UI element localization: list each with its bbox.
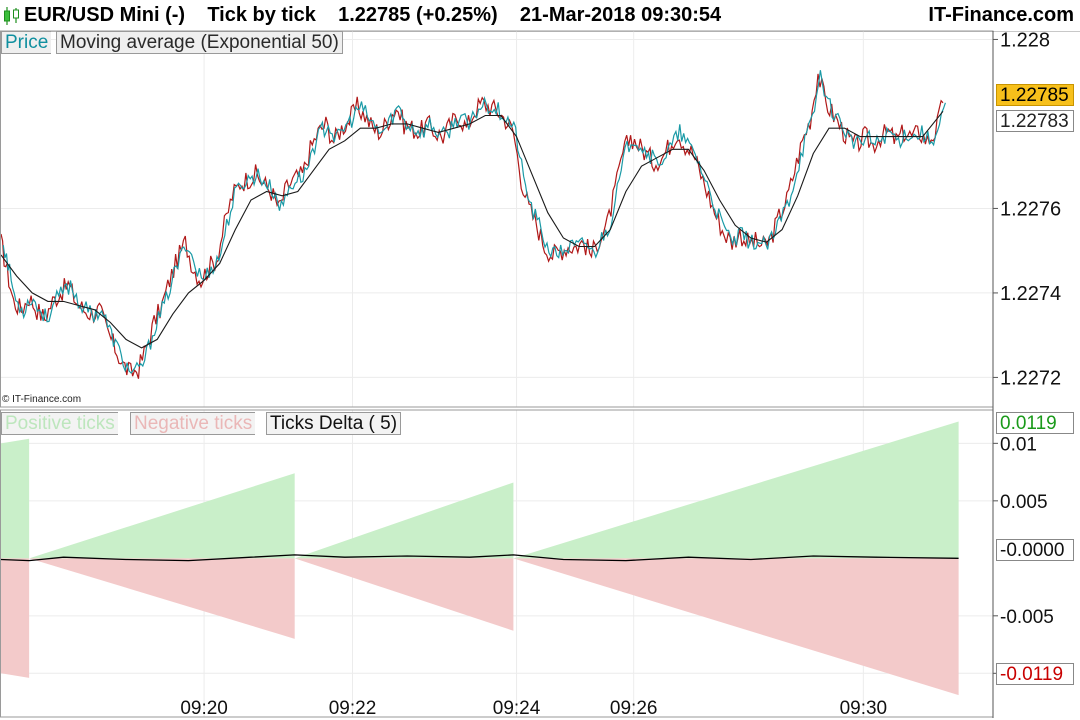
moving-average-tag: 1.22783	[996, 110, 1074, 132]
series-layer	[0, 70, 959, 562]
negative-ticks-area	[1, 558, 30, 678]
negative-ticks-area	[294, 558, 514, 631]
brand-name: IT-Finance.com	[928, 4, 1074, 26]
delta-zero-tag: -0.0000	[996, 539, 1074, 561]
positive-ticks-area	[294, 482, 514, 559]
y-tick-label: 0.01	[1000, 434, 1037, 455]
moving-average-line	[0, 110, 944, 349]
positive-ticks-area	[29, 473, 295, 559]
watermark: © IT-Finance.com	[2, 394, 82, 405]
x-tick-label: 09:24	[493, 698, 541, 719]
negative-ticks-area	[513, 558, 959, 696]
x-tick-label: 09:20	[180, 698, 228, 719]
positive-ticks-area	[513, 421, 959, 559]
negative-ticks-area	[29, 558, 295, 639]
legend-positive-ticks[interactable]: Positive ticks	[1, 412, 118, 435]
y-tick-label: 1.2276	[1000, 198, 1061, 220]
legend-ticks-delta[interactable]: Ticks Delta ( 5)	[266, 412, 402, 435]
x-tick-label: 09:22	[329, 698, 377, 719]
last-price-tag: 1.22785	[996, 84, 1074, 106]
axis-labels: 09:20 09:22 09:24 09:26 09:30 1.228 1.2276 1.22…	[180, 29, 1061, 719]
x-tick-label: 09:26	[610, 698, 658, 719]
y-tick-label: 1.2274	[1000, 283, 1061, 305]
y-tick-label: -0.005	[1000, 607, 1054, 628]
ticks-area-layer	[1, 421, 959, 696]
ticks-delta-line	[0, 554, 959, 562]
delta-max-tag: 0.0119	[996, 412, 1074, 434]
x-tick-label: 09:30	[840, 698, 888, 719]
positive-ticks-area	[1, 438, 30, 559]
y-tick-label: 1.228	[1000, 29, 1050, 51]
y-tick-label: 1.2272	[1000, 367, 1061, 389]
price-line	[2, 70, 946, 374]
y-tick-label: 0.005	[1000, 492, 1048, 513]
candlestick-icon	[4, 7, 19, 25]
chart-frame	[0, 30, 998, 718]
price-line-down	[0, 73, 944, 379]
chart-header: EUR/USD Mini (-) Tick by tick 1.22785 (+…	[0, 0, 1080, 32]
instrument-title: EUR/USD Mini (-) Tick by tick 1.22785 (+…	[24, 4, 722, 26]
legend-negative-ticks[interactable]: Negative ticks	[130, 412, 256, 435]
price-panel-frame	[0, 30, 994, 408]
legend-price[interactable]: Price	[1, 31, 52, 54]
legend-moving-average[interactable]: Moving average (Exponential 50)	[56, 31, 343, 54]
delta-min-tag: -0.0119	[996, 663, 1074, 685]
